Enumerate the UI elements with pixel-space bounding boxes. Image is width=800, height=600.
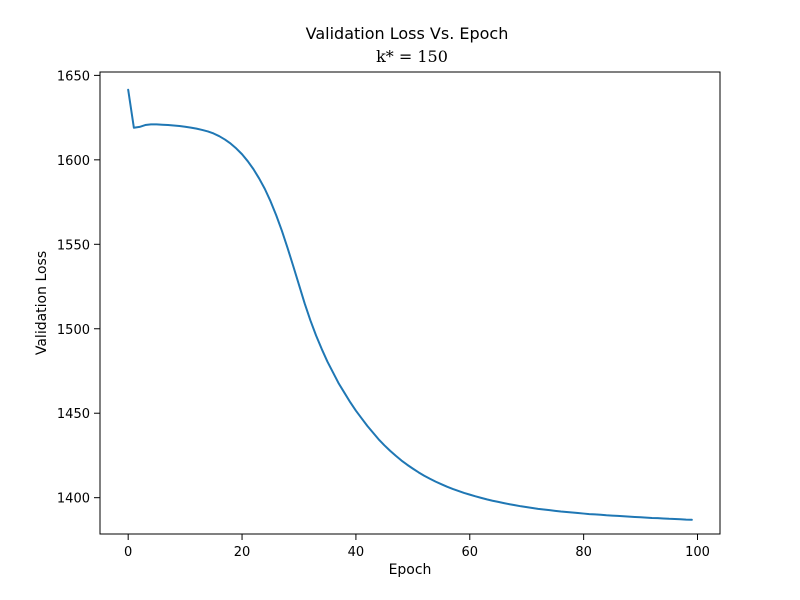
y-tick-label: 1450 <box>57 407 90 422</box>
x-tick-label: 0 <box>124 545 132 560</box>
y-tick-label: 1600 <box>57 154 90 169</box>
chart-subtitle: k* = 150 <box>376 47 448 66</box>
y-tick-label: 1400 <box>57 492 90 507</box>
x-tick-label: 100 <box>685 545 710 560</box>
x-axis: 0 20 40 60 80 100 <box>124 534 710 560</box>
x-tick-label: 40 <box>348 545 365 560</box>
x-tick-label: 60 <box>462 545 479 560</box>
y-axis: 1400 1450 1500 1550 1600 1650 <box>57 69 100 507</box>
series-layer <box>127 88 693 521</box>
y-axis-label: Validation Loss <box>34 251 50 355</box>
x-tick-label: 80 <box>575 545 592 560</box>
x-tick-label: 20 <box>234 545 251 560</box>
plot-frame <box>99 71 721 535</box>
y-tick-label: 1550 <box>57 238 90 253</box>
x-axis-label: Epoch <box>389 562 432 578</box>
y-tick-label: 1650 <box>57 69 90 84</box>
chart-title: Validation Loss Vs. Epoch <box>306 24 509 43</box>
y-tick-label: 1500 <box>57 323 90 338</box>
validation-loss-line <box>127 88 693 521</box>
